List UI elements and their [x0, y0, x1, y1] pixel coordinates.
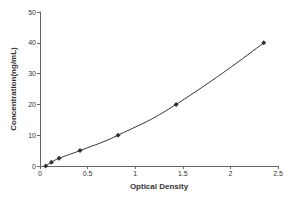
svg-text:1: 1	[133, 170, 137, 177]
svg-text:0.5: 0.5	[83, 170, 93, 177]
svg-text:1.5: 1.5	[178, 170, 188, 177]
svg-text:10: 10	[28, 132, 36, 139]
svg-text:40: 40	[28, 39, 36, 46]
svg-text:20: 20	[28, 101, 36, 108]
svg-text:30: 30	[28, 70, 36, 77]
svg-text:0: 0	[38, 170, 42, 177]
svg-text:2: 2	[228, 170, 232, 177]
svg-text:Concentration(ng/mL): Concentration(ng/mL)	[9, 47, 18, 131]
svg-text:0: 0	[32, 163, 36, 170]
svg-text:50: 50	[28, 9, 36, 16]
svg-text:Optical Density: Optical Density	[130, 182, 189, 191]
svg-text:2.5: 2.5	[273, 170, 283, 177]
